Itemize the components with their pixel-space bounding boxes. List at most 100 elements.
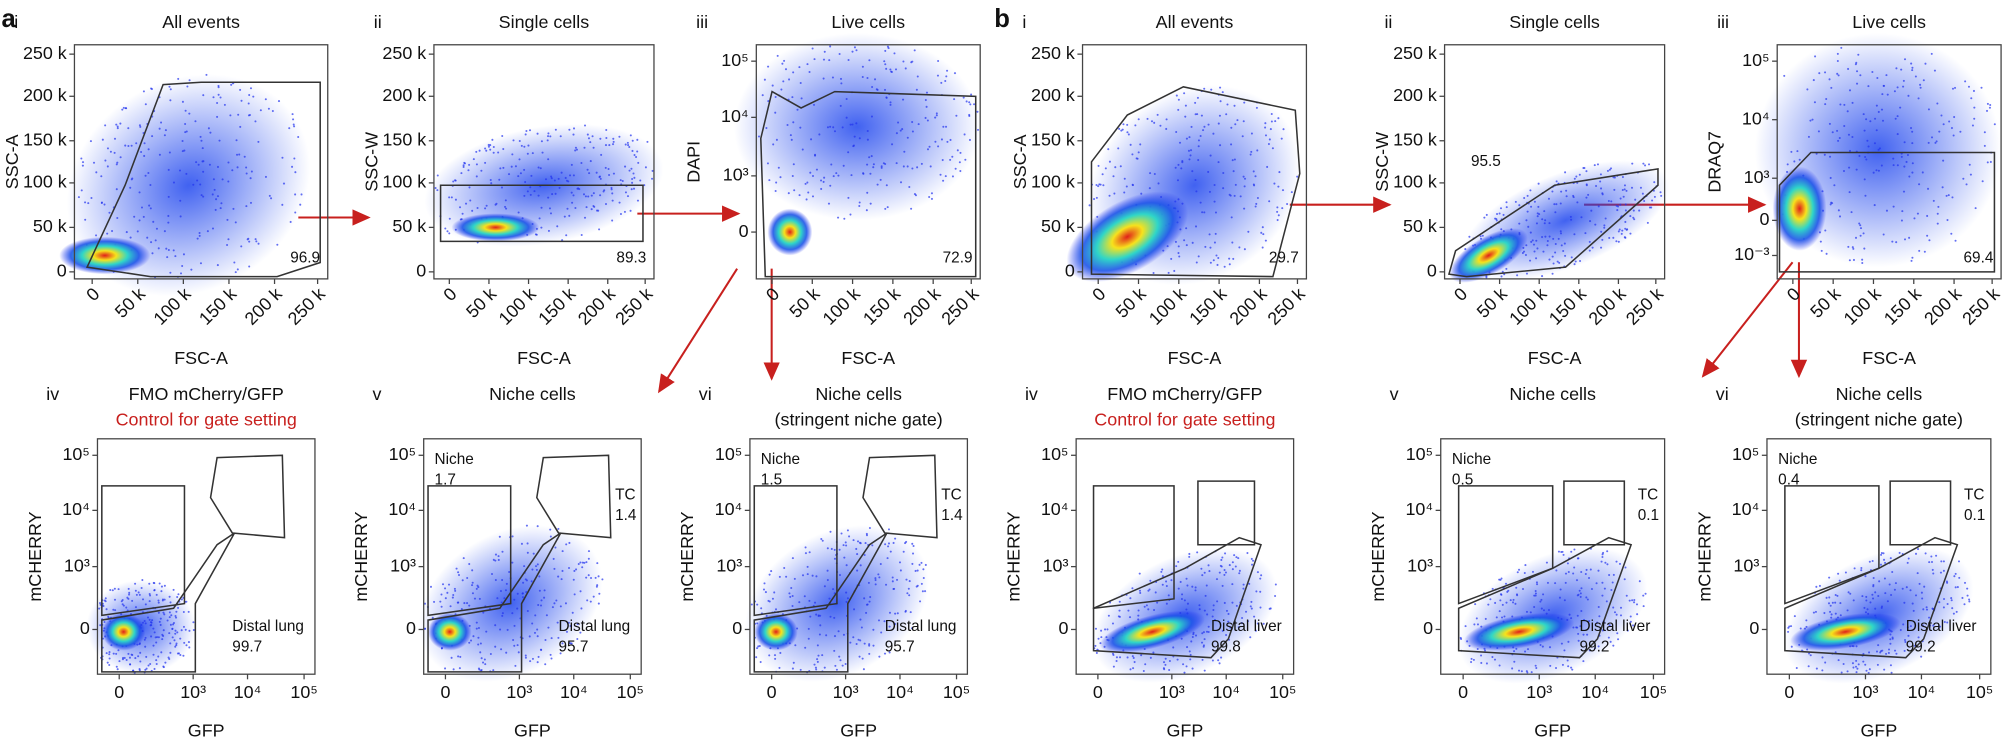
event-dot [1847,67,1850,70]
event-dot [124,107,127,110]
event-dot [865,534,868,537]
x-tick-label: 250 k [1264,284,1309,329]
event-dot [811,195,815,198]
event-dot [165,247,168,250]
event-dot [148,204,151,207]
event-dot [920,162,923,165]
y-tick-label: 10⁴ [1742,108,1770,128]
x-tick-label: 250 k [1958,284,2003,329]
event-dot [211,227,215,230]
event-dot [1250,557,1253,560]
event-dot [162,629,165,632]
event-dot [468,186,471,189]
event-dot [863,553,866,556]
event-dot [1892,164,1895,167]
event-dot [1594,647,1597,650]
event-dot [1489,598,1492,601]
event-dot [1521,252,1524,255]
event-dot [1881,93,1884,96]
event-dot [908,580,911,583]
event-dot [484,147,487,150]
event-dot [821,654,824,657]
event-dot [1875,650,1879,653]
event-dot [196,179,199,182]
event-dot [517,211,520,214]
event-dot [1927,187,1930,190]
event-dot [1865,595,1868,598]
event-dot [1230,126,1233,129]
event-dot [1207,630,1210,634]
event-dot [1596,163,1599,166]
event-dot [791,96,794,99]
event-dot [1201,658,1204,661]
event-dot [1178,255,1181,258]
event-dot [535,568,538,571]
event-dot [1256,622,1259,625]
event-dot [137,591,140,594]
event-dot [160,651,163,654]
event-dot [1638,209,1641,212]
event-dot [1250,132,1253,135]
event-dot [1983,144,1986,147]
y-tick-label: 200 k [1393,85,1437,105]
x-tick-label: 200 k [899,284,944,329]
event-dot [968,101,971,104]
event-dot [636,199,640,202]
event-dot [1206,613,1209,616]
event-dot [567,621,570,624]
x-tick-label: 10⁵ [290,682,317,702]
event-dot [1829,610,1832,613]
event-dot [822,180,825,183]
event-dot [1833,184,1836,187]
event-dot [1874,607,1877,610]
event-dot [134,582,137,585]
event-dot [540,206,543,209]
event-dot [499,167,502,170]
event-dot [1203,638,1206,641]
event-dot [915,585,918,588]
event-dot [518,158,521,161]
event-dot [163,598,166,601]
event-dot [586,168,589,171]
event-dot [1848,166,1851,169]
event-dot [1959,130,1962,133]
event-dot [485,149,488,152]
event-dot [133,215,136,218]
y-tick-label: 10⁵ [389,444,416,464]
event-dot [1861,262,1864,265]
event-dot [926,119,929,122]
event-dot [856,540,860,543]
event-dot [1889,638,1892,641]
event-dot [832,126,835,129]
event-dot [913,49,916,52]
event-dot [197,163,200,166]
event-dot [930,192,933,195]
event-dot [502,148,505,151]
event-dot [229,114,232,117]
event-dot [168,85,171,88]
event-dot [872,166,875,169]
event-dot [1629,620,1632,623]
event-dot [167,214,170,217]
event-dot [1877,595,1880,598]
event-dot [212,96,215,99]
event-dot [1895,652,1898,655]
event-dot [153,631,156,634]
event-dot [572,133,575,136]
event-dot [174,632,177,635]
gate [1090,86,1301,278]
event-dot [1126,131,1129,134]
event-dot [850,174,853,177]
event-dot [804,546,807,549]
y-tick-label: 0 [1058,618,1068,638]
event-dot [1271,147,1274,150]
event-dot [1259,590,1262,593]
event-dot [484,663,487,666]
event-dot [868,644,871,647]
event-dot [867,581,870,584]
event-dot [1925,608,1929,611]
event-dot [1955,610,1958,613]
event-dot [1153,172,1156,176]
event-dot [1213,241,1216,244]
